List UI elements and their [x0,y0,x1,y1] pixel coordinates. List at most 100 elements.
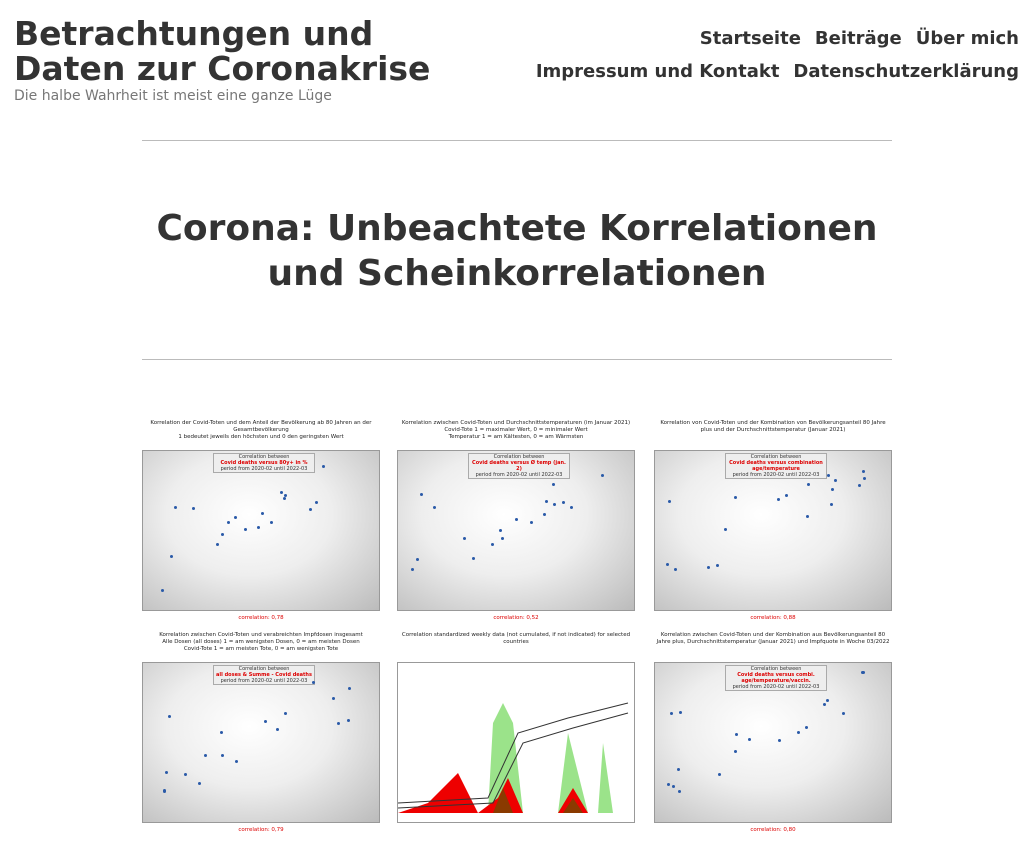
point [471,557,475,561]
point [410,568,414,572]
nav-link[interactable]: Über mich [915,28,1019,49]
legend-box: Correlation between Covid deaths versus Ø… [468,453,570,479]
point [348,687,351,691]
point [269,520,273,524]
thumbnail-title: Korrelation zwischen Covid-Toten und Dur… [397,420,635,448]
title-line: Gesamtbevölkerung [233,427,289,433]
point [321,464,325,468]
point [542,513,546,516]
nav-link[interactable]: Beiträge [814,28,902,49]
timeseries [397,702,635,813]
point [670,712,674,716]
point [530,520,534,524]
point [826,473,830,477]
point [666,783,670,787]
nav-link[interactable]: Datenschutzerklärung [793,61,1019,82]
nav-link[interactable]: Impressum und Kontakt [535,61,780,82]
point [823,703,827,707]
point [256,526,260,530]
point [220,533,224,537]
point [671,784,675,788]
plot-panel: Correlation between Covid deaths versus c… [654,662,892,823]
point [707,566,711,570]
point [221,754,225,758]
correlation: correlation: 0,88 [750,615,796,621]
point [169,554,173,558]
point [160,588,164,592]
point [666,562,670,566]
line [397,702,629,804]
point [857,483,861,487]
thumbnail[interactable]: Korrelation zwischen Covid-Toten und ver… [142,632,380,835]
box-line: Covid deaths versus 80y+ in % [220,460,308,466]
point [347,718,351,722]
point [283,712,287,716]
point [562,501,566,505]
point [674,567,678,571]
point [831,487,835,491]
plot-panel: Correlation between all doses & Summe - C… [142,662,380,823]
point [164,771,168,774]
plot-panel: Correlation between Covid deaths versus c… [654,450,892,611]
thumbnail[interactable]: Korrelation der Covid-Toten und dem Ante… [142,420,380,623]
thumbnail[interactable]: Korrelation zwischen Covid-Toten und Dur… [397,420,635,623]
point [776,497,780,501]
thumbnail[interactable]: Korrelation zwischen Covid-Toten und der… [654,632,892,835]
line [397,712,629,809]
title-line: 1 bedeutet jeweils den höchsten und 0 de… [178,434,344,440]
point [734,495,738,499]
point [332,697,336,701]
box-line: Correlation between [493,454,545,460]
thumbnail-title: Korrelation zwischen Covid-Toten und der… [654,632,892,660]
point [825,699,829,703]
point [490,542,494,546]
box-line: period from 2020-02 until 2022-03 [732,684,820,690]
point [315,501,319,505]
point [264,720,268,724]
point [309,508,313,512]
thumbnail[interactable]: Korrelation von Covid-Toten und der Komb… [654,420,892,623]
title-line: Korrelation der Covid-Toten und dem Ante… [150,420,372,426]
nav-link[interactable]: Startseite [699,28,801,49]
point [804,726,808,730]
box-line: all doses & Summe - Covid deaths [216,672,312,678]
point [723,527,727,531]
point [282,496,286,500]
nav: Startseite Beiträge Über mich Impressum und… [522,22,1019,88]
point [168,715,172,719]
point [462,537,466,541]
point [841,712,845,716]
point [234,759,238,763]
box-line: period from 2020-02 until 2022-03 [475,472,563,478]
point [734,732,738,736]
point [569,506,573,510]
point [862,470,866,474]
point [552,502,556,506]
title-line: Korrelation zwischen Covid-Toten und Dur… [401,420,631,426]
plot-panel [397,662,635,823]
point [261,512,265,516]
legend-box: Correlation between all doses & Summe - C… [213,665,315,685]
divider [142,359,892,360]
thumbnail[interactable]: Correlation standardized weekly data (no… [397,632,635,835]
point [862,477,866,481]
point [243,527,247,531]
point [173,506,177,510]
title-line: Alle Dosen (all doses) 1 = am wenigsten … [162,639,360,645]
title-line: plus und der Durchschnittstemperatur (Ja… [700,427,846,433]
title-line: Correlation standardized weekly data (no… [401,632,631,645]
box-line: Correlation between [238,666,290,672]
divider [142,140,892,141]
point [716,564,720,568]
point [676,768,680,772]
nav-row: Startseite Beiträge Über mich [522,22,1019,55]
plot-panel: Correlation between Covid deaths versus 8… [142,450,380,611]
point [433,505,437,509]
area [488,703,613,813]
point [601,474,605,478]
point [416,558,420,562]
site-title[interactable]: Betrachtungen und Daten zur Coronakrise [14,14,431,88]
point [312,680,316,684]
correlation: correlation: 0,52 [493,615,539,621]
point [552,482,556,486]
